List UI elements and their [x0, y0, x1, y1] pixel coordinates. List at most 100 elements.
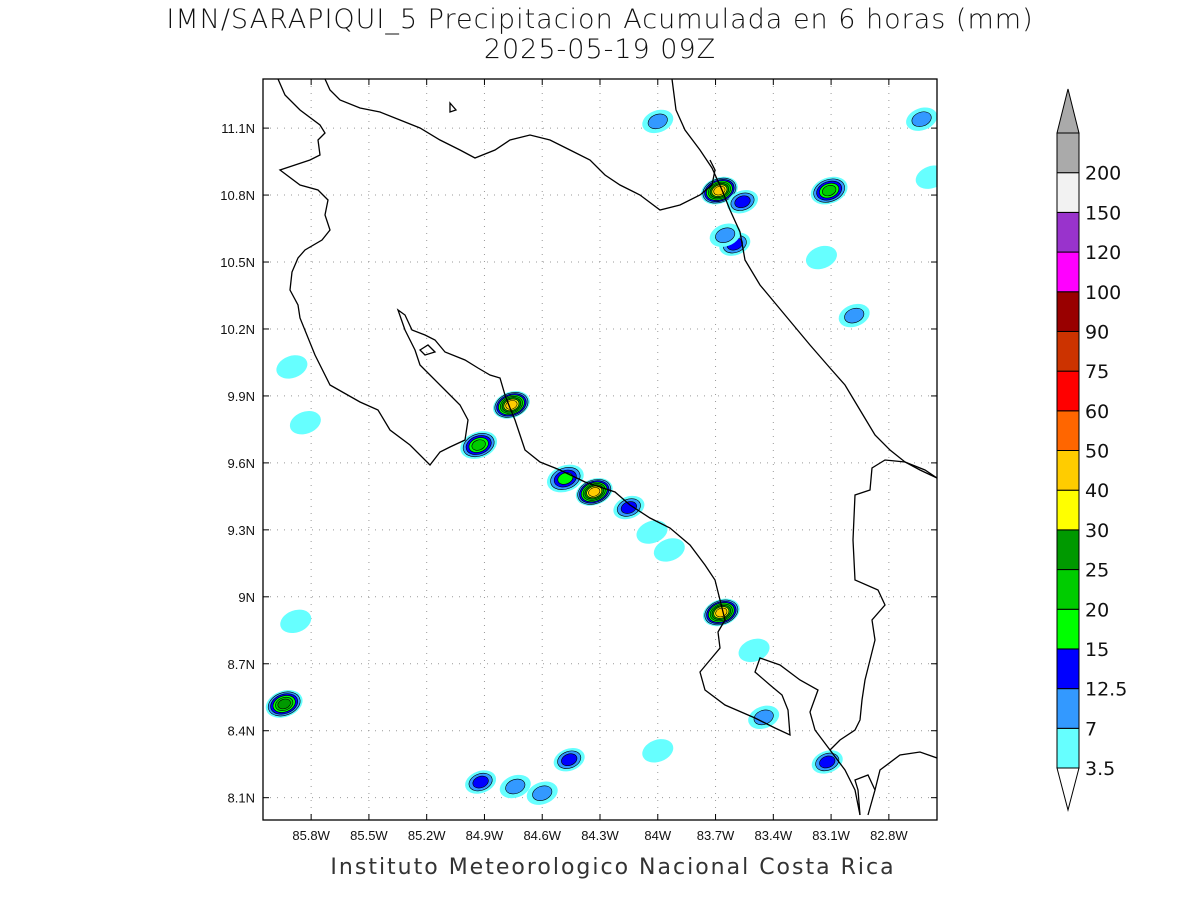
colorbar-swatch: [1056, 569, 1080, 610]
precip-contour: [844, 307, 865, 324]
colorbar-swatch: [1056, 648, 1080, 690]
precip-cell: [280, 609, 312, 634]
colorbar-over-arrow: [1056, 88, 1080, 134]
colorbar-swatch: [1056, 608, 1080, 650]
precip-cell: [906, 107, 937, 131]
colorbar-label: 200: [1085, 163, 1121, 185]
precip-contour: [713, 185, 726, 196]
precip-contour: [505, 778, 526, 795]
colorbar-swatch: [1056, 529, 1080, 571]
precip-cell: [810, 176, 848, 205]
precip-contour: [588, 487, 601, 497]
precip-cell: [653, 538, 685, 562]
precip-contour: [822, 185, 837, 197]
precip-contour: [289, 411, 321, 435]
precip-cell: [613, 495, 645, 520]
lat-tick-label: 10.5N: [220, 255, 255, 270]
coastline-borders: [277, 79, 937, 816]
precip-cell: [709, 223, 741, 247]
lat-tick-label: 10.8N: [220, 188, 255, 203]
chart-subtitle-date: 2025-05-19 09Z: [483, 34, 717, 65]
precip-contour: [636, 520, 668, 544]
lat-tick-label: 9.6N: [228, 456, 255, 471]
precip-contour: [277, 698, 291, 710]
precip-contour: [532, 785, 553, 801]
south-coast-east: [874, 751, 937, 791]
precip-cell: [642, 739, 674, 763]
colorbar-swatch: [1056, 132, 1080, 174]
colorbar-swatch: [1056, 172, 1080, 213]
colorbar-label: 50: [1085, 441, 1109, 463]
precip-contour: [280, 609, 312, 634]
colorbar-label: 7: [1085, 718, 1097, 740]
precip-cell: [642, 109, 674, 134]
graticule-grid: [263, 79, 937, 820]
credit-footer: Instituto Meteorologico Nacional Costa R…: [330, 855, 896, 880]
lon-tick-label: 82.8W: [870, 828, 908, 843]
precip-contour: [653, 538, 685, 562]
southern-peninsula: [854, 774, 876, 816]
precip-contour: [915, 165, 937, 189]
chart-title: IMN/SARAPIQUI_5 Precipitacion Acumulada …: [166, 4, 1034, 35]
lat-tick-label: 8.1N: [228, 791, 255, 806]
precip-contour: [819, 755, 836, 769]
colorbar-label: 150: [1085, 202, 1121, 224]
lon-tick-label: 85.2W: [408, 828, 446, 843]
precip-cell: [727, 190, 759, 214]
lat-tick-label: 9N: [238, 590, 255, 605]
colorbar-swatch: [1056, 410, 1080, 451]
colorbar-under-arrow: [1056, 767, 1080, 812]
colorbar-label: 25: [1085, 560, 1109, 582]
precip-cell: [276, 355, 308, 379]
lon-tick-label: 84.9W: [466, 828, 504, 843]
colorbar-label: 60: [1085, 401, 1109, 423]
lat-tick-label: 9.9N: [228, 389, 255, 404]
colorbar-swatch: [1056, 450, 1080, 491]
precip-contour: [472, 775, 489, 789]
precip-cell: [915, 165, 937, 189]
lon-tick-label: 83.4W: [755, 828, 793, 843]
colorbar-label: 3.5: [1085, 758, 1115, 780]
colorbar-swatch: [1056, 727, 1080, 769]
colorbar-swatch: [1056, 211, 1080, 253]
colorbar-label: 90: [1085, 321, 1109, 343]
colorbar-label: 100: [1085, 282, 1121, 304]
colorbar-swatch: [1056, 291, 1080, 332]
precip-cell: [805, 245, 837, 270]
precip-contour: [276, 355, 308, 379]
panama-border: [829, 459, 937, 751]
lon-tick-label: 84.3W: [581, 828, 619, 843]
colorbar-label: 12.5: [1085, 679, 1127, 701]
lon-tick-label: 84W: [644, 828, 671, 843]
precip-cell: [838, 303, 870, 328]
precip-contour: [642, 739, 674, 763]
lat-tick-label: 8.4N: [228, 724, 255, 739]
colorbar-swatch: [1056, 688, 1080, 729]
precip-cell: [546, 464, 584, 493]
precip-cell: [575, 478, 613, 506]
north-islet: [449, 101, 458, 113]
precip-cell: [738, 638, 770, 663]
precip-cell: [526, 781, 558, 805]
precip-cell: [700, 176, 738, 205]
colorbar-label: 20: [1085, 599, 1109, 621]
precip-contour: [471, 439, 486, 451]
precip-contour: [734, 195, 751, 209]
precip-cell: [265, 690, 303, 718]
precip-cell: [636, 520, 668, 544]
precip-cell: [748, 705, 780, 730]
colorbar-swatch: [1056, 489, 1080, 531]
precip-contour: [561, 753, 578, 767]
axis-labels: 85.8W 85.5W 85.2W 84.9W 84.6W 84.3W 84W 83.7W 83…: [220, 79, 937, 843]
colorbar-label: 120: [1085, 242, 1121, 264]
precip-cell: [460, 431, 498, 459]
lake-north-shore: [324, 79, 716, 211]
lake-island: [418, 344, 437, 356]
precipitation-field: [265, 107, 937, 805]
precip-contour: [647, 113, 668, 130]
caribbean-coast: [671, 79, 937, 479]
colorbar-swatch: [1056, 330, 1080, 372]
colorbar-swatch: [1056, 251, 1080, 293]
colorbar-label: 15: [1085, 639, 1109, 661]
